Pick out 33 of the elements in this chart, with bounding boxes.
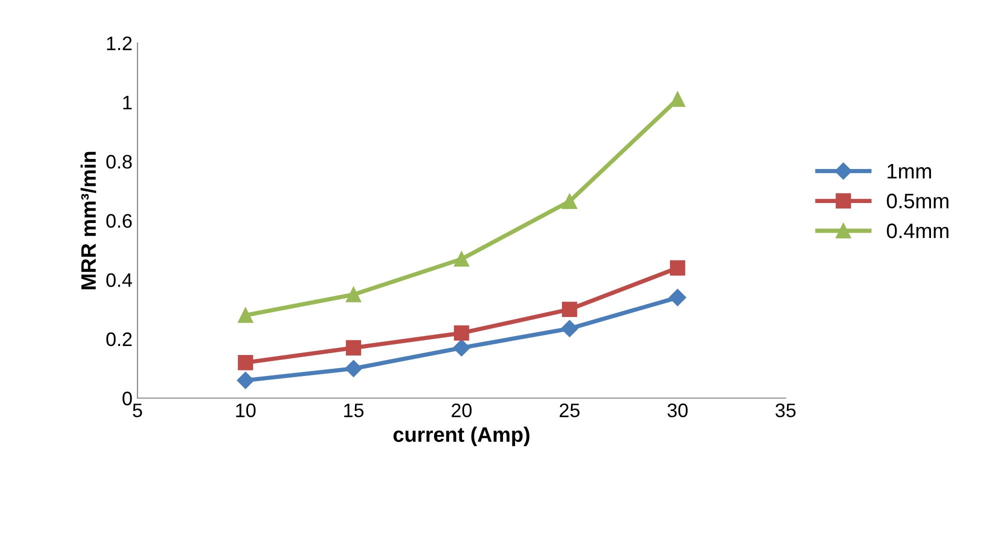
point xyxy=(670,260,686,276)
y-tick-label: 1 xyxy=(123,96,132,110)
point xyxy=(562,194,578,209)
x-tick-label: 35 xyxy=(776,403,796,418)
point xyxy=(346,286,362,302)
point xyxy=(454,251,470,267)
point xyxy=(454,325,470,341)
legend-label: 0.5mm xyxy=(886,194,948,208)
x-axis-title: current (Amp) xyxy=(393,426,530,446)
x-tick-label: 15 xyxy=(344,404,364,418)
x-tick-label: 5 xyxy=(132,404,142,418)
x-tick-label: 20 xyxy=(452,403,472,418)
y-tick-label: 0.2 xyxy=(106,332,132,346)
point xyxy=(452,339,470,356)
y-axis-title: MRR mm³/min xyxy=(80,152,96,290)
x-tick-label: 10 xyxy=(236,403,256,418)
point xyxy=(238,354,254,370)
x-tick-label: 30 xyxy=(668,403,688,418)
y-tick-label: 0.8 xyxy=(106,154,132,169)
legend-label: 0.4mm xyxy=(886,224,948,238)
point xyxy=(236,372,254,389)
point xyxy=(561,320,578,338)
legend-label: 1mm xyxy=(888,164,931,178)
y-tick-label: 0.4 xyxy=(106,273,132,287)
point xyxy=(238,308,254,323)
x-tick-label: 25 xyxy=(560,403,580,418)
point xyxy=(562,302,578,317)
point xyxy=(344,360,362,378)
y-tick-label: 0.6 xyxy=(106,214,132,228)
point xyxy=(346,340,362,356)
point xyxy=(669,288,686,306)
y-tick-label: 0 xyxy=(122,392,132,406)
y-tick-label: 1.2 xyxy=(107,36,132,50)
